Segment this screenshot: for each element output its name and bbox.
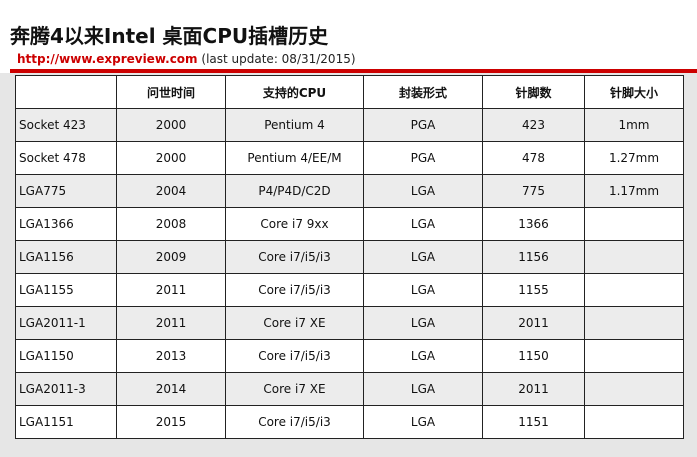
cell-pin-count: 1155 [482,273,585,307]
cell-package-type: LGA [363,174,483,208]
cell-socket: LGA1150 [15,339,117,373]
cell-pin-pitch [584,306,684,340]
header-socket [15,75,117,109]
table-row: LGA1150 2013 Core i7/i5/i3 LGA 1150 [15,339,684,373]
cell-socket: LGA1151 [15,405,117,439]
cell-release-year: 2014 [116,372,226,406]
cell-release-year: 2004 [116,174,226,208]
cell-pin-pitch [584,240,684,274]
cell-release-year: 2015 [116,405,226,439]
table-row: Socket 423 2000 Pentium 4 PGA 423 1mm [15,108,684,142]
cell-release-year: 2011 [116,273,226,307]
table-row: LGA1156 2009 Core i7/i5/i3 LGA 1156 [15,240,684,274]
cell-socket: Socket 423 [15,108,117,142]
header-pin-pitch: 针脚大小 [584,75,684,109]
cell-package-type: LGA [363,273,483,307]
cell-pin-count: 2011 [482,306,585,340]
page-title: 奔腾4以来Intel 桌面CPU插槽历史 [10,24,329,48]
socket-history-table: 问世时间 支持的CPU 封装形式 针脚数 针脚大小 Socket 423 200… [15,75,684,439]
cell-pin-count: 478 [482,141,585,175]
cell-pin-count: 1156 [482,240,585,274]
table-row: LGA1151 2015 Core i7/i5/i3 LGA 1151 [15,405,684,439]
cell-pin-count: 2011 [482,372,585,406]
cell-pin-pitch: 1.27mm [584,141,684,175]
cell-pin-pitch [584,405,684,439]
table-row: Socket 478 2000 Pentium 4/EE/M PGA 478 1… [15,141,684,175]
cell-pin-count: 1366 [482,207,585,241]
cell-release-year: 2013 [116,339,226,373]
cell-pin-pitch: 1.17mm [584,174,684,208]
cell-socket: LGA2011-3 [15,372,117,406]
header-pin-count: 针脚数 [482,75,585,109]
cell-release-year: 2008 [116,207,226,241]
cell-package-type: LGA [363,240,483,274]
cell-supported-cpu: Core i7/i5/i3 [225,273,364,307]
cell-release-year: 2000 [116,108,226,142]
cell-pin-pitch [584,372,684,406]
source-line: http://www.expreview.com (last update: 0… [17,51,356,67]
cell-supported-cpu: Core i7/i5/i3 [225,405,364,439]
cell-supported-cpu: Core i7 XE [225,306,364,340]
cell-socket: LGA1156 [15,240,117,274]
table-row: LGA1155 2011 Core i7/i5/i3 LGA 1155 [15,273,684,307]
table-row: LGA2011-1 2011 Core i7 XE LGA 2011 [15,306,684,340]
header-package-type: 封装形式 [363,75,483,109]
cell-socket: Socket 478 [15,141,117,175]
cell-pin-count: 1151 [482,405,585,439]
cell-package-type: LGA [363,339,483,373]
last-update-note: (last update: 08/31/2015) [201,52,356,66]
table-row: LGA1366 2008 Core i7 9xx LGA 1366 [15,207,684,241]
cell-supported-cpu: Core i7 9xx [225,207,364,241]
cell-pin-count: 1150 [482,339,585,373]
table-row: LGA775 2004 P4/P4D/C2D LGA 775 1.17mm [15,174,684,208]
cell-release-year: 2009 [116,240,226,274]
cell-package-type: PGA [363,141,483,175]
cell-pin-pitch [584,207,684,241]
cell-supported-cpu: Pentium 4/EE/M [225,141,364,175]
cell-package-type: LGA [363,306,483,340]
cell-pin-pitch: 1mm [584,108,684,142]
cell-pin-count: 423 [482,108,585,142]
cell-package-type: LGA [363,207,483,241]
cell-pin-pitch [584,273,684,307]
cell-socket: LGA1366 [15,207,117,241]
cell-release-year: 2011 [116,306,226,340]
title-divider [10,69,697,73]
table-row: LGA2011-3 2014 Core i7 XE LGA 2011 [15,372,684,406]
cell-supported-cpu: Core i7 XE [225,372,364,406]
cell-package-type: PGA [363,108,483,142]
cell-pin-count: 775 [482,174,585,208]
source-url-link[interactable]: http://www.expreview.com [17,52,198,66]
cell-socket: LGA775 [15,174,117,208]
cell-supported-cpu: Pentium 4 [225,108,364,142]
cell-package-type: LGA [363,372,483,406]
cell-package-type: LGA [363,405,483,439]
table-header-row: 问世时间 支持的CPU 封装形式 针脚数 针脚大小 [15,75,684,109]
cell-supported-cpu: Core i7/i5/i3 [225,339,364,373]
header-release-year: 问世时间 [116,75,226,109]
header-supported-cpu: 支持的CPU [225,75,364,109]
cell-release-year: 2000 [116,141,226,175]
cell-supported-cpu: P4/P4D/C2D [225,174,364,208]
cell-supported-cpu: Core i7/i5/i3 [225,240,364,274]
cell-pin-pitch [584,339,684,373]
cell-socket: LGA2011-1 [15,306,117,340]
cell-socket: LGA1155 [15,273,117,307]
